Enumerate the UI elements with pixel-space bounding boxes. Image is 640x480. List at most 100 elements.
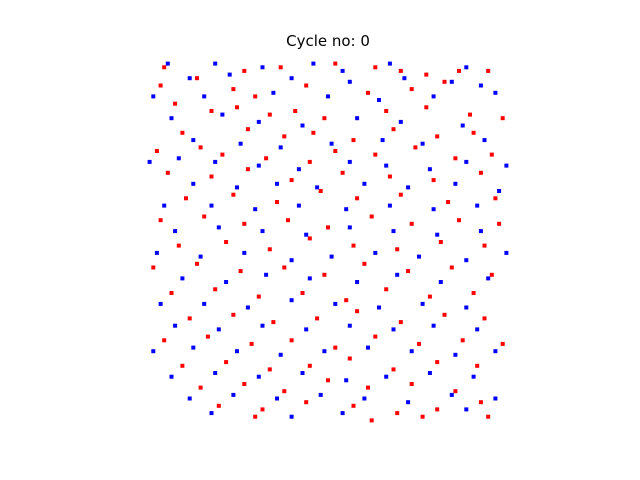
data-point-red-52 xyxy=(478,170,483,175)
data-point-blue-78 xyxy=(180,276,185,281)
data-point-red-125 xyxy=(409,382,414,386)
data-point-blue-9 xyxy=(289,76,294,81)
data-point-blue-65 xyxy=(347,225,352,230)
data-point-blue-80 xyxy=(264,272,269,277)
data-point-red-32 xyxy=(391,127,396,132)
data-point-red-124 xyxy=(366,385,370,390)
data-point-red-123 xyxy=(326,378,330,383)
data-point-blue-54 xyxy=(209,203,214,208)
data-point-red-38 xyxy=(264,156,269,161)
data-point-red-28 xyxy=(245,127,250,132)
data-point-blue-107 xyxy=(366,345,370,350)
data-point-red-73 xyxy=(307,236,312,241)
data-point-red-109 xyxy=(417,341,421,346)
data-point-blue-67 xyxy=(435,232,440,237)
data-point-blue-20 xyxy=(493,90,498,95)
data-point-blue-114 xyxy=(300,371,305,375)
data-point-red-47 xyxy=(245,167,250,172)
data-point-red-40 xyxy=(333,149,338,153)
data-point-red-29 xyxy=(282,134,287,139)
data-point-red-129 xyxy=(304,400,309,405)
data-point-blue-120 xyxy=(231,392,236,397)
data-point-blue-85 xyxy=(486,276,491,281)
marks-group xyxy=(147,61,509,423)
data-point-red-78 xyxy=(151,265,156,270)
data-point-blue-119 xyxy=(187,396,192,401)
data-point-red-137 xyxy=(486,414,491,419)
data-point-red-97 xyxy=(271,320,276,325)
data-point-blue-15 xyxy=(202,94,207,99)
data-point-blue-103 xyxy=(191,345,196,350)
data-point-blue-35 xyxy=(147,159,152,164)
data-point-red-57 xyxy=(355,196,360,201)
data-point-blue-71 xyxy=(242,250,247,255)
data-point-blue-125 xyxy=(449,392,454,397)
data-point-blue-86 xyxy=(158,301,163,306)
data-point-blue-69 xyxy=(154,250,159,255)
chart-title: Cycle no: 0 xyxy=(286,32,370,50)
data-point-red-114 xyxy=(267,367,272,372)
data-point-blue-3 xyxy=(311,61,316,66)
data-point-blue-33 xyxy=(420,141,425,146)
data-point-red-3 xyxy=(278,65,283,70)
data-point-blue-127 xyxy=(209,411,214,416)
data-point-red-96 xyxy=(231,312,236,317)
data-point-blue-46 xyxy=(235,185,239,190)
data-point-blue-81 xyxy=(307,276,312,281)
data-point-red-66 xyxy=(369,214,374,219)
data-point-blue-60 xyxy=(475,203,480,208)
data-point-red-22 xyxy=(322,116,327,121)
data-point-red-94 xyxy=(471,291,476,295)
data-point-blue-44 xyxy=(504,163,509,168)
data-point-blue-27 xyxy=(460,123,465,128)
data-point-blue-37 xyxy=(213,159,218,164)
data-point-blue-5 xyxy=(387,61,392,66)
data-point-red-35 xyxy=(154,149,159,153)
data-point-red-81 xyxy=(282,265,287,270)
data-point-blue-39 xyxy=(296,167,301,172)
data-point-blue-93 xyxy=(464,305,469,310)
data-point-red-33 xyxy=(435,134,440,139)
data-point-red-131 xyxy=(395,411,400,416)
data-point-blue-88 xyxy=(245,305,250,310)
data-point-red-126 xyxy=(453,389,458,394)
data-point-red-45 xyxy=(165,170,170,175)
data-point-blue-49 xyxy=(362,181,367,186)
data-point-blue-0 xyxy=(165,61,170,66)
data-point-red-103 xyxy=(162,338,167,343)
data-point-blue-105 xyxy=(278,352,283,357)
data-point-red-100 xyxy=(398,320,403,325)
data-point-red-8 xyxy=(457,68,461,73)
data-point-red-106 xyxy=(289,338,294,343)
data-point-red-30 xyxy=(311,130,316,135)
data-point-red-58 xyxy=(398,192,403,197)
data-point-red-74 xyxy=(351,243,356,248)
data-point-red-36 xyxy=(198,145,203,150)
data-point-red-110 xyxy=(460,338,465,343)
data-point-blue-1 xyxy=(213,61,218,66)
data-point-blue-50 xyxy=(406,185,411,190)
data-point-blue-30 xyxy=(278,145,283,150)
data-point-red-51 xyxy=(431,178,436,183)
data-point-blue-32 xyxy=(380,138,385,143)
data-point-red-46 xyxy=(209,174,214,179)
data-point-red-90 xyxy=(300,291,305,295)
data-point-blue-89 xyxy=(289,298,294,303)
data-point-blue-7 xyxy=(187,76,192,81)
data-point-blue-109 xyxy=(453,352,458,357)
data-point-blue-38 xyxy=(256,163,261,168)
data-point-blue-55 xyxy=(253,207,258,212)
data-point-blue-115 xyxy=(344,378,349,383)
data-point-red-99 xyxy=(355,309,360,314)
data-point-blue-123 xyxy=(362,396,367,401)
data-point-red-63 xyxy=(242,221,247,226)
data-point-red-127 xyxy=(216,403,221,408)
data-point-red-27 xyxy=(180,130,185,135)
data-point-red-69 xyxy=(497,221,502,226)
data-point-blue-76 xyxy=(464,258,469,263)
data-point-blue-126 xyxy=(493,396,498,401)
data-point-red-42 xyxy=(413,145,418,150)
data-point-red-34 xyxy=(471,130,476,135)
data-point-blue-96 xyxy=(260,323,265,328)
